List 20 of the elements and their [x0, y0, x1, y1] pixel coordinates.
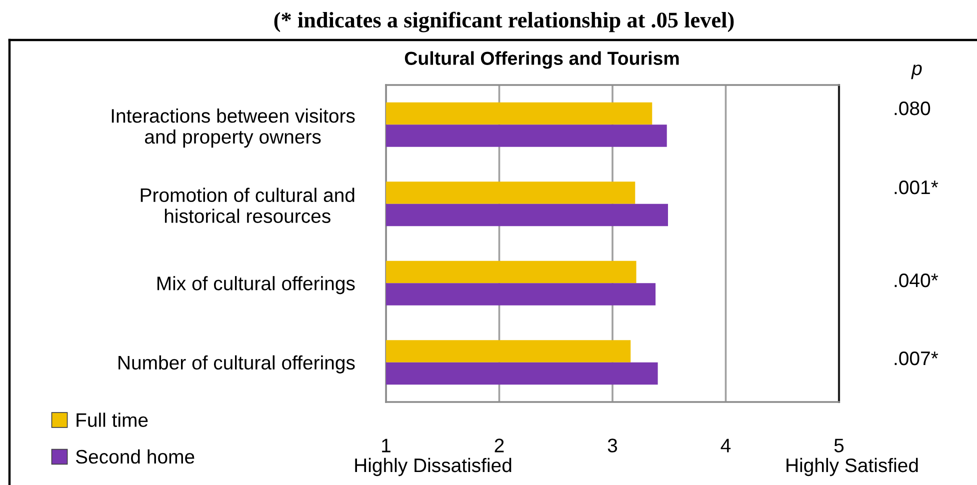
y-tick-label: Interactions between visitors and property owners	[112, 108, 355, 148]
text: Highly Dissatisfied	[355, 458, 512, 476]
x-tick-label: 2	[494, 438, 504, 452]
text: .007*	[894, 351, 938, 366]
x-tick-label: 3	[608, 438, 618, 452]
chart-title: Cultural Offerings and Tourism	[404, 51, 679, 69]
x-tick-label: 1	[382, 438, 390, 452]
y-tick-label: Mix of cultural offerings	[157, 276, 355, 294]
text: .040*	[894, 273, 938, 288]
text: p	[911, 64, 922, 80]
y-tick-label: Number of cultural offerings	[118, 355, 355, 374]
legend-label: Second home	[76, 449, 194, 464]
x-tick-label: 5	[834, 438, 844, 452]
x-tick-label: 4	[720, 438, 731, 452]
text: Highly Satisfied	[786, 458, 918, 476]
legend-label: Full time	[76, 412, 148, 427]
text: .001*	[894, 180, 938, 194]
text: .080	[894, 101, 930, 116]
y-tick-label: Promotion of cultural and historical resources	[140, 188, 354, 223]
text: (* indicates a significant relationship at .05 level)	[274, 12, 734, 32]
